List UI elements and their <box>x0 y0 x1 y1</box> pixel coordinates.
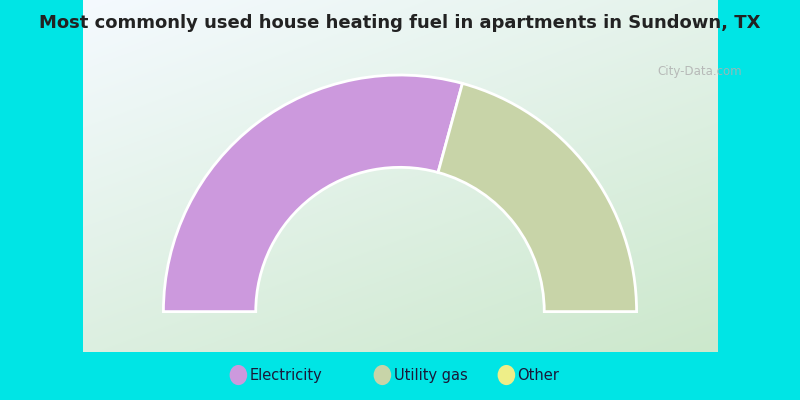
Ellipse shape <box>374 365 391 385</box>
Wedge shape <box>163 75 462 312</box>
Text: City-Data.com: City-Data.com <box>658 66 742 78</box>
Ellipse shape <box>230 365 247 385</box>
Text: Other: Other <box>518 368 559 382</box>
Text: Electricity: Electricity <box>250 368 322 382</box>
Text: Utility gas: Utility gas <box>394 368 467 382</box>
Wedge shape <box>438 84 637 312</box>
Ellipse shape <box>498 365 515 385</box>
Text: Most commonly used house heating fuel in apartments in Sundown, TX: Most commonly used house heating fuel in… <box>39 14 761 32</box>
